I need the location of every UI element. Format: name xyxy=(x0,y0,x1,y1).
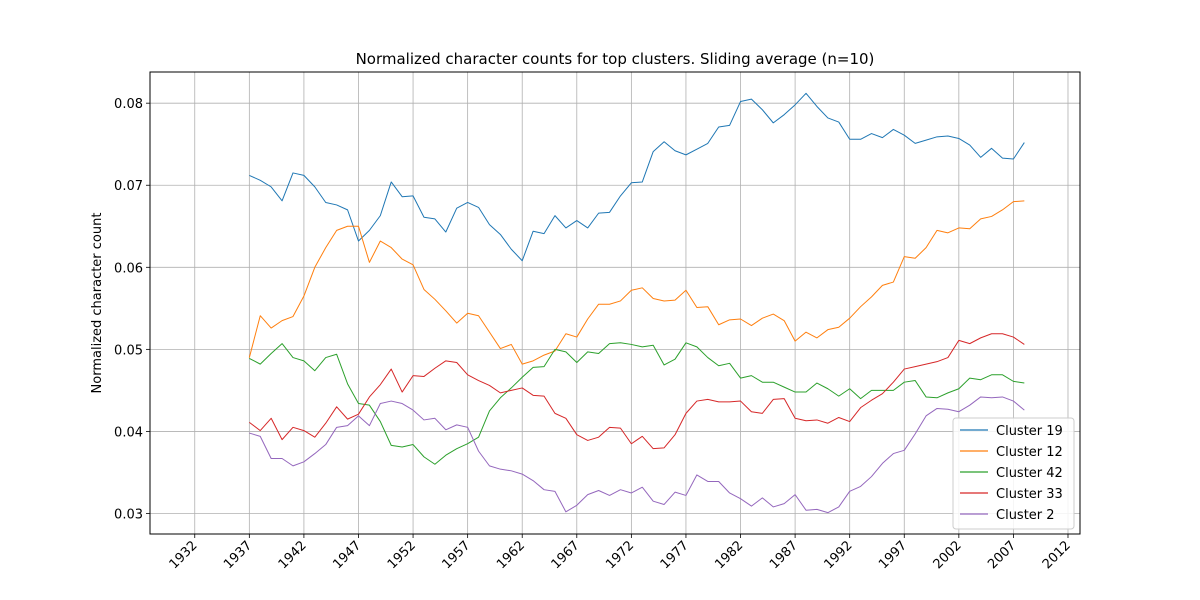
y-tick-label: 0.07 xyxy=(114,179,143,194)
chart-title: Normalized character counts for top clus… xyxy=(356,50,875,68)
plot-frame xyxy=(149,71,1081,535)
series-line-cluster-2 xyxy=(249,396,1025,514)
y-tick-label: 0.08 xyxy=(114,97,143,112)
legend: Cluster 19 Cluster 12 Cluster 42 Cluster 33… xyxy=(952,417,1075,530)
legend-label: Cluster 42 xyxy=(996,466,1063,481)
legend-box xyxy=(952,417,1075,530)
y-tick-label: 0.06 xyxy=(114,261,143,276)
series-line-cluster-12 xyxy=(248,200,1025,365)
legend-label: Cluster 19 xyxy=(996,424,1063,439)
legend-label: Cluster 12 xyxy=(996,445,1063,460)
series-line-cluster-42 xyxy=(249,342,1025,465)
legend-label: Cluster 33 xyxy=(996,487,1063,502)
y-axis: 0.03 0.04 0.05 0.06 0.07 0.08 xyxy=(114,97,150,522)
series-line-cluster-33 xyxy=(249,333,1025,450)
y-tick-label: 0.03 xyxy=(114,507,143,522)
series-lines xyxy=(248,92,1025,514)
y-axis-title: Normalized character count xyxy=(90,213,105,394)
y-tick-label: 0.05 xyxy=(114,343,143,358)
y-tick-label: 0.04 xyxy=(114,425,143,440)
series-line-cluster-19 xyxy=(249,92,1025,262)
legend-label: Cluster 2 xyxy=(996,508,1055,523)
grid xyxy=(150,72,1080,534)
